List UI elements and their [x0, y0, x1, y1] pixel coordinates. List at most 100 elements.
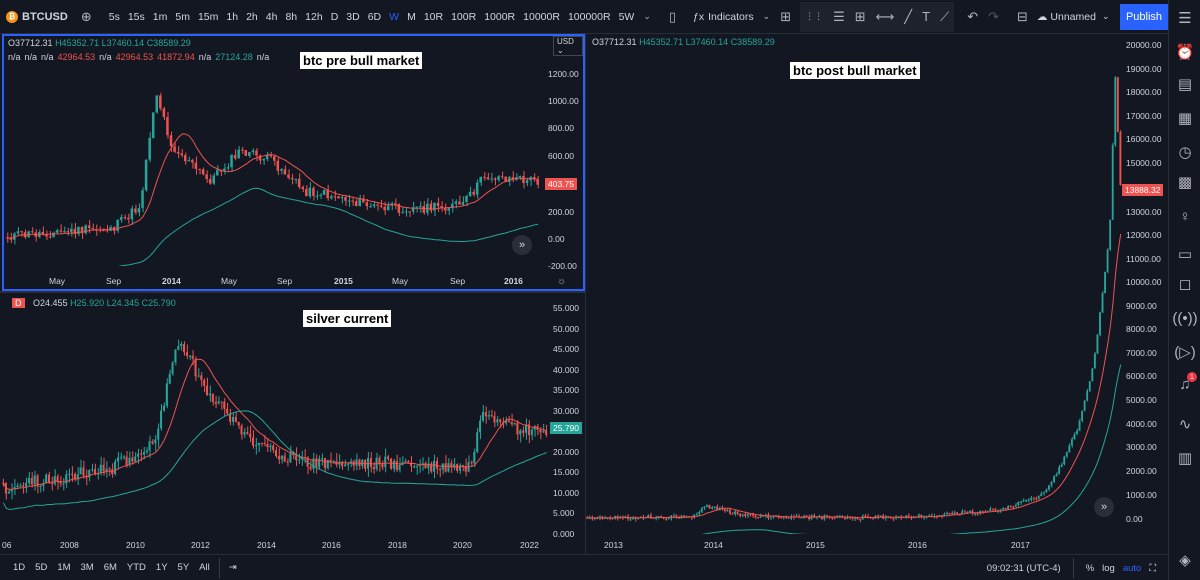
- range-3m[interactable]: 3M: [80, 562, 94, 573]
- ideas-lightbulb-icon[interactable]: ♀: [1179, 207, 1191, 225]
- calendar-icon[interactable]: ▩: [1177, 174, 1193, 191]
- candle-body: [711, 507, 713, 509]
- layers-icon[interactable]: ◈: [1179, 552, 1191, 569]
- interval-5w[interactable]: 5W: [618, 10, 635, 23]
- range-ytd[interactable]: YTD: [126, 562, 146, 573]
- axis-settings-icon[interactable]: ☼: [557, 276, 567, 287]
- candle-body: [820, 516, 823, 520]
- range-1d[interactable]: 1D: [13, 562, 26, 573]
- time-axis[interactable]: 2013 2014 2015 2016 2017: [586, 540, 1124, 552]
- range-5d[interactable]: 5D: [35, 562, 48, 573]
- grid-layout-icon[interactable]: ⊞: [854, 8, 866, 24]
- candle-body: [1027, 499, 1030, 501]
- trend-line-icon[interactable]: ╱: [904, 8, 913, 24]
- candle-body: [252, 437, 255, 446]
- candle-body: [757, 517, 759, 519]
- interval-1m[interactable]: 1m: [152, 10, 168, 23]
- notifications-bell-icon[interactable]: ♫ 1: [1169, 372, 1200, 396]
- interval-1000r[interactable]: 1000R: [484, 10, 516, 23]
- scroll-to-realtime-button[interactable]: »: [512, 235, 532, 255]
- interval-2h[interactable]: 2h: [246, 10, 258, 23]
- horizontal-lines-icon[interactable]: ☰: [833, 8, 845, 24]
- candle-body: [470, 462, 473, 464]
- hotlist-icon[interactable]: ◷: [1178, 144, 1192, 161]
- messages-icon[interactable]: ◻: [1178, 276, 1192, 293]
- time-axis[interactable]: May Sep 2014 May Sep 2015 May Sep 2016: [4, 276, 542, 288]
- price-axis[interactable]: 20000.00 19000.00 18000.00 17000.00 16000.00…: [1126, 34, 1168, 534]
- range-all[interactable]: All: [199, 562, 210, 573]
- interval-5m[interactable]: 5m: [175, 10, 190, 23]
- pane-divider[interactable]: [0, 291, 585, 293]
- candle-body: [1070, 439, 1073, 446]
- interval-12h[interactable]: 12h: [305, 10, 323, 23]
- price-tick-label: 40.000: [553, 365, 579, 375]
- indicators-button[interactable]: ƒx Indicators: [689, 0, 758, 34]
- interval-3d[interactable]: 3D: [346, 10, 360, 23]
- candle-body: [404, 461, 407, 463]
- symbol-search-button[interactable]: ₿ BTCUSD: [0, 0, 76, 34]
- layout-select-icon[interactable]: ⊟: [1017, 8, 1028, 24]
- pane-divider[interactable]: [585, 34, 586, 554]
- interval-6d[interactable]: 6D: [367, 10, 382, 23]
- publish-button[interactable]: Publish: [1120, 4, 1168, 30]
- goto-date-icon[interactable]: ⇥: [228, 562, 237, 573]
- range-1m[interactable]: 1M: [57, 562, 71, 573]
- interval-w[interactable]: W: [389, 10, 400, 23]
- interval-dropdown-icon[interactable]: ⌄: [643, 11, 651, 21]
- horizontal-ray-icon[interactable]: ⟷: [875, 8, 895, 24]
- candle-body: [418, 206, 422, 208]
- percent-scale-button[interactable]: %: [1085, 562, 1095, 574]
- news-icon[interactable]: ▦: [1177, 110, 1193, 127]
- price-axis[interactable]: 55.000 50.000 45.000 40.000 35.000 30.000 20.0…: [553, 293, 585, 539]
- interval-15s[interactable]: 15s: [127, 10, 145, 23]
- candle-body: [424, 463, 427, 469]
- signals-icon[interactable]: ∿: [1178, 416, 1192, 433]
- broadcast-icon[interactable]: (▷): [1174, 344, 1196, 361]
- data-window-icon[interactable]: ▤: [1177, 76, 1193, 93]
- range-1y[interactable]: 1Y: [155, 562, 168, 573]
- undo-icon[interactable]: ↶: [967, 8, 979, 24]
- compare-add-icon[interactable]: ⊕: [80, 8, 92, 24]
- interval-15m[interactable]: 15m: [197, 10, 219, 23]
- price-axis[interactable]: 1200.00 1000.00 800.00 600.00 200.00 0.00 -200…: [548, 36, 585, 271]
- interval-4h[interactable]: 4h: [265, 10, 278, 23]
- chart-pane-btc-pre[interactable]: O37712.31 H45352.71 L37460.14 C38589.29 …: [2, 34, 585, 291]
- chart-pane-silver[interactable]: D O24.455 H25.920 L24.345 C25.790 silver…: [0, 293, 585, 554]
- interval-10r[interactable]: 10R: [423, 10, 444, 23]
- interval-5s[interactable]: 5s: [108, 10, 120, 23]
- interval-d[interactable]: D: [330, 10, 339, 23]
- range-5y[interactable]: 5Y: [177, 562, 190, 573]
- order-panel-icon[interactable]: ▥: [1177, 450, 1193, 467]
- chart-pane-btc-post[interactable]: O37712.31 H45352.71 L37460.14 C38589.29 …: [586, 34, 1168, 554]
- redo-icon[interactable]: ↷: [988, 8, 999, 24]
- log-scale-button[interactable]: log: [1102, 562, 1115, 574]
- interval-badge[interactable]: D: [12, 298, 25, 308]
- clock-time[interactable]: 09:02:31 (UTC-4): [986, 562, 1061, 574]
- interval-10000r[interactable]: 10000R: [523, 10, 560, 23]
- interval-m[interactable]: M: [407, 10, 416, 23]
- candle-body: [176, 151, 180, 154]
- fullscreen-corner-icon[interactable]: ⛶: [1149, 562, 1156, 574]
- interval-1h[interactable]: 1h: [226, 10, 239, 23]
- currency-unit-button[interactable]: USD ⌄: [553, 36, 583, 56]
- range-6m[interactable]: 6M: [103, 562, 117, 573]
- text-tool-icon[interactable]: T: [922, 9, 931, 24]
- candle-body: [968, 511, 971, 513]
- candle-body: [475, 182, 479, 195]
- alerts-clock-icon[interactable]: ⏰: [1175, 44, 1195, 61]
- auto-scale-button[interactable]: auto: [1122, 562, 1142, 574]
- scroll-to-realtime-button[interactable]: »: [1094, 497, 1114, 517]
- templates-icon[interactable]: ⊞: [780, 8, 792, 24]
- interval-100r[interactable]: 100R: [451, 10, 477, 23]
- time-axis[interactable]: 06 2008 2010 2012 2014 2016 2018 2020 2022: [0, 540, 548, 552]
- chat-icon[interactable]: ▭: [1177, 246, 1193, 263]
- brush-icon[interactable]: ⟋: [940, 8, 950, 24]
- watchlist-icon[interactable]: ☰: [1178, 10, 1192, 27]
- streams-icon[interactable]: ((•)): [1172, 309, 1198, 327]
- layout-name-button[interactable]: ☁ Unnamed ⌄: [1033, 0, 1114, 34]
- candles-chart-type-icon[interactable]: ▯: [668, 8, 677, 24]
- indicators-dropdown-icon[interactable]: ⌄: [762, 11, 771, 21]
- drag-handle-icon[interactable]: ⋮⋮: [805, 11, 824, 21]
- interval-100000r[interactable]: 100000R: [567, 10, 611, 23]
- interval-8h[interactable]: 8h: [285, 10, 298, 23]
